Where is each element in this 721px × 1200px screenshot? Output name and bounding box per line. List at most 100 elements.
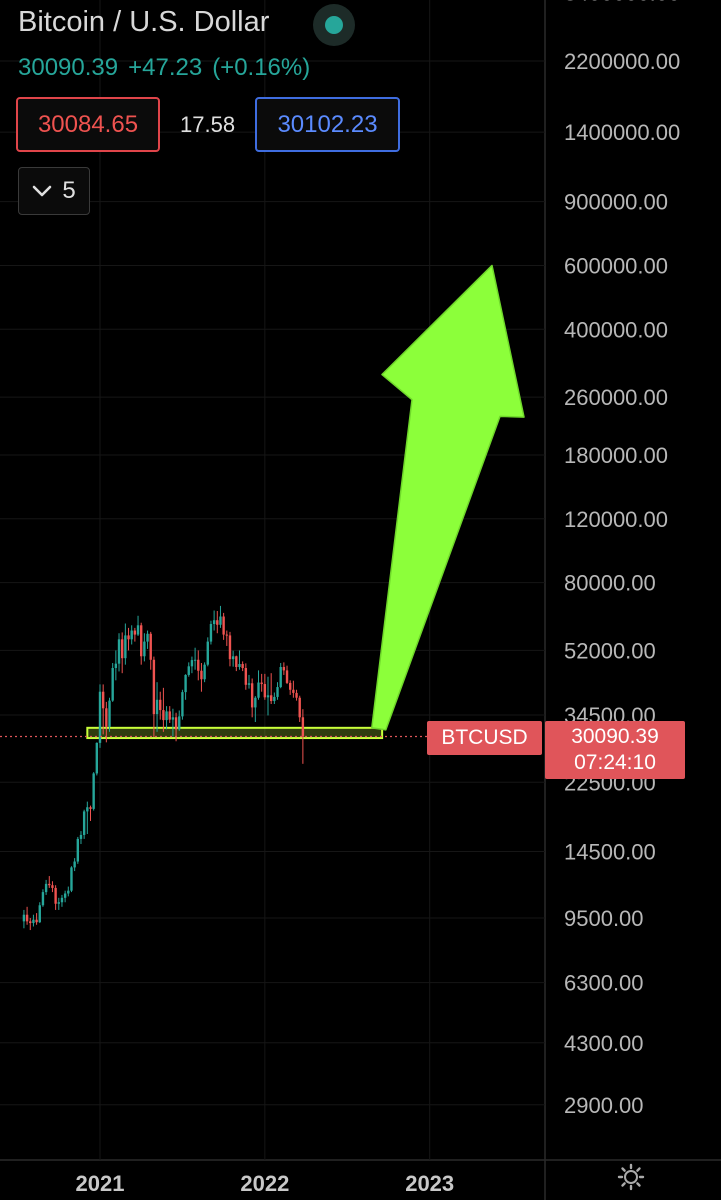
candle <box>276 687 279 697</box>
candle <box>92 773 95 809</box>
candle <box>184 674 187 693</box>
price-change-pct: (+0.16%) <box>212 54 311 81</box>
candle <box>212 620 216 625</box>
candle <box>216 620 219 625</box>
candle <box>22 914 26 922</box>
last-price-marker-value: 30090.39 <box>571 725 659 748</box>
live-dot-icon <box>313 4 355 46</box>
candle <box>152 659 156 715</box>
candle <box>67 890 70 894</box>
candle <box>133 630 137 635</box>
y-tick-label: 260000.00 <box>564 385 668 410</box>
candle <box>25 914 29 922</box>
y-tick-label: 52000.00 <box>564 638 656 663</box>
indicators-toggle-button[interactable]: 5 <box>18 167 90 215</box>
x-tick-label: 2023 <box>405 1171 454 1196</box>
candle <box>76 838 80 862</box>
price-axis[interactable]: 3400000.00 2200000.00 1400000.00 900000.00 6… <box>564 0 680 1118</box>
candle <box>187 666 190 675</box>
candle <box>295 692 298 698</box>
candle <box>241 664 244 669</box>
sell-button[interactable]: 30084.65 <box>16 97 160 152</box>
candle <box>171 717 175 720</box>
candle <box>254 697 257 708</box>
y-tick-label: 9500.00 <box>564 906 644 931</box>
candle <box>29 921 32 924</box>
candle <box>269 695 273 702</box>
gear-icon[interactable] <box>617 1163 645 1191</box>
x-tick-label: 2021 <box>76 1171 125 1196</box>
candle <box>149 633 152 660</box>
candle <box>285 670 289 683</box>
spread-value: 17.58 <box>180 112 236 137</box>
candle <box>289 682 292 690</box>
candle <box>130 630 133 640</box>
candle <box>57 902 60 904</box>
candle <box>190 660 194 667</box>
candle <box>174 717 178 730</box>
up-arrow-annotation <box>371 264 525 731</box>
candle <box>41 892 45 906</box>
candle <box>124 635 127 659</box>
candle <box>165 711 168 721</box>
candle <box>60 897 64 903</box>
candle <box>73 861 76 868</box>
y-tick-label: 400000.00 <box>564 317 668 342</box>
y-tick-label: 4300.00 <box>564 1031 644 1056</box>
candle <box>273 696 276 702</box>
time-axis[interactable]: 2021 2022 2023 <box>76 1171 455 1196</box>
price-change: +47.23 <box>128 54 203 81</box>
y-tick-label: 6300.00 <box>564 971 644 996</box>
last-price-marker: 30090.39 07:24:10 <box>545 721 685 779</box>
candle <box>168 711 171 720</box>
candle <box>86 807 89 812</box>
live-dot <box>325 16 343 34</box>
bar-countdown: 07:24:10 <box>574 751 656 774</box>
indicators-count: 5 <box>62 177 76 204</box>
candle <box>95 742 99 774</box>
support-zone <box>86 726 384 740</box>
candle <box>279 667 282 688</box>
candle <box>98 691 102 743</box>
candle <box>32 919 35 924</box>
candle <box>197 659 200 671</box>
candle <box>250 683 254 708</box>
candle <box>143 641 146 657</box>
candle <box>79 834 83 839</box>
candle <box>266 695 270 698</box>
candle <box>117 639 121 664</box>
last-price: 30090.39 <box>18 54 119 81</box>
symbol-title[interactable]: Bitcoin / U.S. Dollar <box>18 6 270 38</box>
y-tick-label: 80000.00 <box>564 571 656 596</box>
candle <box>282 667 286 671</box>
candle <box>298 697 301 718</box>
candle <box>247 683 251 685</box>
candle <box>38 905 41 923</box>
candle <box>206 641 209 665</box>
candle <box>235 656 238 668</box>
quote-line: 30090.39 +47.23 (+0.16%) <box>18 54 320 82</box>
y-tick-label: 600000.00 <box>564 253 668 278</box>
candle <box>101 691 105 709</box>
candle <box>70 867 73 891</box>
symbol-marker-label: BTCUSD <box>427 721 542 755</box>
candle <box>231 656 235 660</box>
candle <box>54 887 57 904</box>
annotations <box>0 264 545 738</box>
candle <box>228 635 232 660</box>
candle <box>146 633 149 642</box>
candle <box>155 699 159 715</box>
buy-button[interactable]: 30102.23 <box>255 97 400 152</box>
y-tick-label: 14500.00 <box>564 839 656 864</box>
y-tick-label: 1400000.00 <box>564 120 680 145</box>
candle-series <box>22 605 305 931</box>
x-tick-label: 2022 <box>240 1171 289 1196</box>
candle <box>209 624 213 642</box>
chevron-down-icon <box>33 185 52 197</box>
candle <box>48 883 51 886</box>
candle <box>120 639 124 659</box>
candle <box>200 670 203 680</box>
candle <box>238 664 241 668</box>
